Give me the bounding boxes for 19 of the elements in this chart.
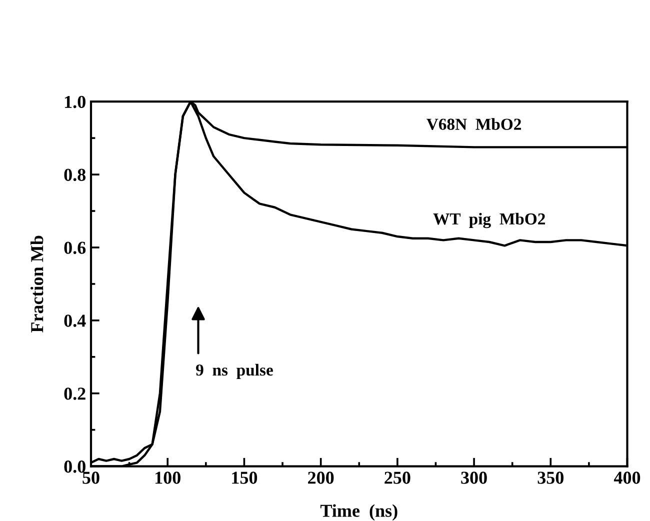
series-label: WT pig MbO2: [433, 212, 545, 228]
y-tick-label: 0.8: [64, 168, 86, 182]
y-tick-label: 1.0: [65, 96, 86, 108]
x-axis-title: Time (ns): [320, 504, 398, 521]
x-tick-label: 300: [461, 472, 487, 484]
y-tick-label: 0.2: [64, 388, 86, 400]
x-tick-label: 250: [384, 472, 410, 484]
x-tick-label: 350: [538, 472, 564, 484]
y-tick-label: 0.6: [64, 242, 86, 254]
y-axis-title: Fraction Mb: [30, 236, 44, 333]
x-tick-label: 100: [156, 472, 180, 484]
x-tick-label: 150: [232, 472, 258, 484]
x-tick-label: 200: [308, 472, 334, 484]
annotation: 9 ns pulse: [196, 364, 273, 380]
y-tick-label: 0.4: [64, 314, 86, 327]
series-label: V68N MbO2: [426, 118, 522, 130]
x-tick-label: 400: [614, 472, 640, 484]
x-tick-label: 50: [82, 472, 100, 484]
y-tick-label: 0.0: [64, 460, 86, 473]
